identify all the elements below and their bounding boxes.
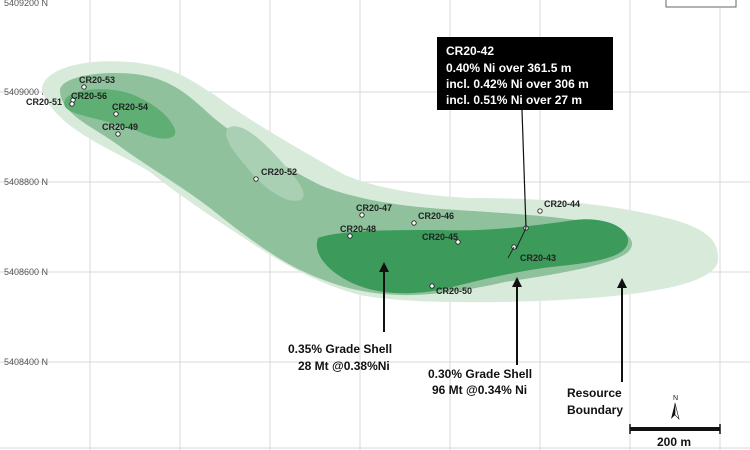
drill-hole-label: CR20-51 — [26, 97, 62, 107]
north-label: N — [673, 395, 678, 402]
grade-shell-030-lens — [226, 126, 304, 201]
callout-leader-line — [521, 109, 527, 229]
northing-label-4: 5408600 N — [4, 267, 48, 277]
drill-hole-trace — [507, 246, 515, 259]
shell-030-value: 96 Mt @0.34% Ni — [432, 383, 527, 397]
resource-label-line1: Resource — [567, 386, 622, 400]
north-arrow-head-right — [674, 402, 680, 420]
resource-label-line2: Boundary — [567, 403, 623, 417]
arrow-head-icon — [617, 278, 627, 288]
drill-hole-label: CR20-56 — [71, 91, 107, 101]
arrow-head-icon — [379, 262, 389, 272]
annotation-shell-035: 0.35% Grade Shell 28 Mt @0.38%Ni — [288, 262, 392, 373]
drill-hole-marker[interactable] — [69, 101, 75, 107]
annotation-resource-boundary: Resource Boundary — [567, 278, 627, 417]
northing-label-2: 5409000 N — [4, 87, 48, 97]
drill-hole-label: CR20-45 — [422, 232, 458, 242]
drill-hole-marker[interactable] — [411, 220, 417, 226]
north-arrow-head — [671, 403, 675, 419]
drill-hole-marker[interactable] — [455, 239, 461, 245]
scale-bar-label: 200 m — [657, 435, 691, 449]
drill-hole-trace-cr20-42 — [515, 227, 527, 250]
drill-hole-label: CR20-47 — [356, 203, 392, 213]
callout-hole-id: CR20-42 — [446, 44, 494, 58]
legend-box-edge — [665, 0, 737, 8]
drill-hole-marker[interactable] — [347, 233, 353, 239]
callout-background — [437, 37, 613, 110]
northing-label-3: 5408800 N — [4, 177, 48, 187]
callout-line-2: incl. 0.42% Ni over 306 m — [446, 77, 589, 91]
drill-hole-marker[interactable] — [81, 84, 87, 90]
drill-hole-marker[interactable] — [115, 131, 121, 137]
annotation-shell-030: 0.30% Grade Shell 96 Mt @0.34% Ni — [428, 277, 532, 397]
drill-hole-marker[interactable] — [113, 111, 119, 117]
drill-hole-label: CR20-43 — [520, 253, 556, 263]
shell-035-title: 0.35% Grade Shell — [288, 342, 392, 356]
drill-hole-label: CR20-46 — [418, 211, 454, 221]
shell-030-title: 0.30% Grade Shell — [428, 367, 532, 381]
drill-hole-label: CR20-44 — [544, 199, 580, 209]
grade-shell-035-area — [316, 219, 629, 294]
drill-hole-marker[interactable] — [253, 176, 259, 182]
callout-line-1: 0.40% Ni over 361.5 m — [446, 61, 571, 75]
northing-label-1: 5409200 N — [4, 0, 48, 8]
northing-label-5: 5408400 N — [4, 357, 48, 367]
grade-shell-035-nw-lens — [64, 89, 176, 139]
drill-hole-marker[interactable] — [429, 283, 435, 289]
drill-hole-label: CR20-52 — [261, 167, 297, 177]
drill-hole-marker[interactable] — [537, 208, 543, 214]
arrow-head-icon — [512, 277, 522, 287]
drill-hole-label: CR20-53 — [79, 75, 115, 85]
scale-bar-line — [630, 427, 720, 431]
drill-hole-marker[interactable] — [359, 212, 365, 218]
north-arrow-icon: N — [671, 395, 680, 420]
callout-box: CR20-42 0.40% Ni over 361.5 m incl. 0.42… — [437, 37, 613, 229]
drill-hole-label: CR20-49 — [102, 122, 138, 132]
scale-bar: 200 m — [629, 424, 721, 449]
shell-035-value: 28 Mt @0.38%Ni — [298, 359, 390, 373]
callout-line-3: incl. 0.51% Ni over 27 m — [446, 93, 582, 107]
drill-hole-label: CR20-48 — [340, 224, 376, 234]
drill-hole-label: CR20-50 — [436, 286, 472, 296]
drill-holes: CR20-53 CR20-56 CR20-51 CR20-54 CR20-49 … — [26, 75, 580, 296]
drill-hole-label: CR20-54 — [112, 102, 148, 112]
